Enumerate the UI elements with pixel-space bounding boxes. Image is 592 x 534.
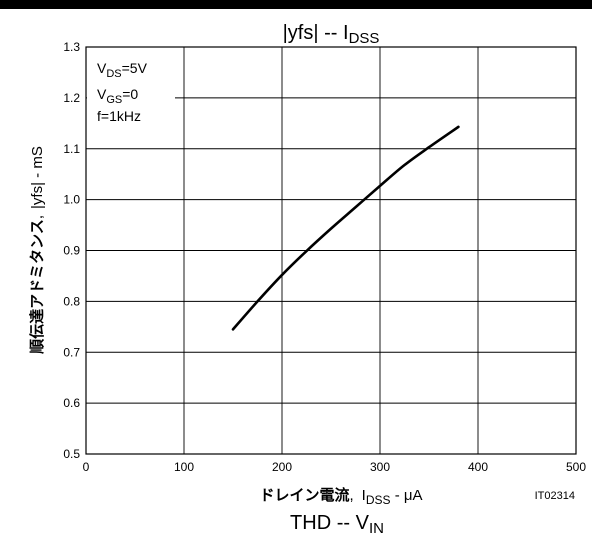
y-tick-label: 0.7 [63,345,80,359]
title-abs-open: | [283,22,288,44]
conditions-box [87,48,175,131]
x-axis-label: ドレイン電流, IDSS - μA [259,486,422,507]
y-axis-label-abs-open: | [29,205,46,209]
condition-vgs: VGS=0 [97,86,138,106]
x-tick-labels: 0 100 200 300 400 500 [83,460,587,474]
condition-vds-subscript: DS [106,68,121,80]
y-tick-label: 0.9 [63,244,80,258]
top-border-bar [0,0,592,9]
condition-vgs-value: =0 [122,86,138,102]
next-chart-title-subscript: IN [369,520,384,534]
x-tick-label: 500 [566,460,586,474]
condition-vds-symbol: V [97,60,107,76]
condition-vgs-symbol: V [97,86,107,102]
condition-frequency: f=1kHz [97,108,141,124]
plot-frame [85,46,577,455]
condition-vds-value: =5V [122,60,148,76]
x-axis-label-symbol: I [362,487,366,504]
y-tick-labels: 0.5 0.6 0.7 0.8 0.9 1.0 1.1 1.2 1.3 [63,40,80,461]
y-axis-label-unit: - mS [29,146,46,182]
x-tick-label: 200 [272,460,292,474]
y-tick-label: 1.1 [63,142,80,156]
y-tick-label: 0.8 [63,294,80,308]
y-axis-label: 順伝達アドミタンス, |yfs| - mS [28,146,46,355]
y-tick-label: 0.6 [63,396,80,410]
x-tick-label: 300 [370,460,390,474]
y-axis-label-abs-close: | [29,182,46,186]
x-tick-label: 0 [83,460,90,474]
y-axis-label-symbol: yfs [29,186,46,205]
title-separator: -- [319,22,343,44]
next-chart-title: THD -- VIN [290,512,384,534]
condition-vds: VDS=5V [97,60,148,80]
x-tick-label: 100 [174,460,194,474]
chart-title: |yfs| -- IDSS [283,22,380,47]
y-tick-label: 1.3 [63,40,80,54]
x-axis-label-comma: , [350,487,354,504]
x-axis-label-subscript: DSS [366,493,391,507]
grid [85,46,577,455]
next-chart-title-main: THD -- V [290,512,370,534]
condition-vgs-subscript: GS [106,94,122,106]
x-tick-label: 400 [468,460,488,474]
y-tick-label: 0.5 [63,447,80,461]
y-tick-label: 1.2 [63,91,80,105]
y-axis-label-comma: , [29,215,46,219]
title-x-subscript: DSS [349,30,380,47]
series-line [231,125,460,331]
x-axis-label-japanese: ドレイン電流 [259,486,349,504]
title-x-symbol: I [343,22,349,44]
figure-code: IT02314 [535,490,575,502]
x-axis-label-unit: - μA [391,487,423,504]
y-tick-label: 1.0 [63,193,80,207]
y-axis-label-japanese: 順伝達アドミタンス [28,219,46,355]
title-symbol: yfs [288,22,314,44]
title-abs-close: | [313,22,318,44]
